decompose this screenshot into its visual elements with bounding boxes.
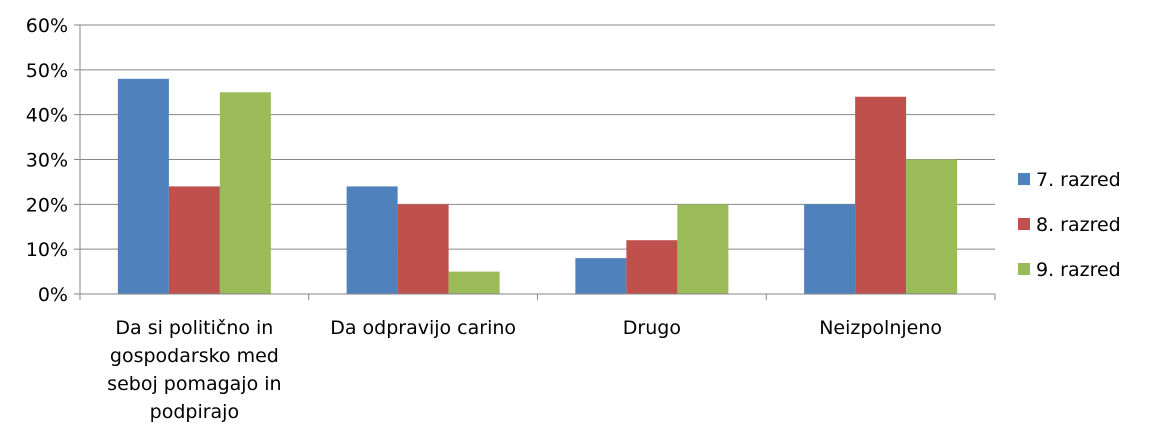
bar bbox=[626, 240, 678, 294]
y-tick-label: 60% bbox=[26, 15, 68, 37]
legend-label: 8. razred bbox=[1036, 214, 1121, 236]
bar bbox=[397, 204, 449, 294]
bar bbox=[906, 159, 958, 294]
category-label: Da si politično in gospodarsko med seboj p… bbox=[107, 317, 281, 423]
y-tick-label: 20% bbox=[26, 194, 68, 216]
bar bbox=[117, 78, 169, 294]
category-label-line: Da odpravijo carino bbox=[330, 317, 516, 339]
category-label-line: seboj pomagajo in bbox=[107, 373, 281, 395]
bar bbox=[346, 186, 398, 294]
legend-swatch bbox=[1018, 218, 1030, 230]
y-tick-label: 40% bbox=[26, 105, 68, 127]
y-tick-label: 0% bbox=[38, 284, 68, 306]
bar bbox=[677, 204, 729, 294]
legend-swatch bbox=[1018, 263, 1030, 275]
y-tick-label: 50% bbox=[26, 60, 68, 82]
legend-label: 7. razred bbox=[1036, 169, 1121, 191]
bar bbox=[575, 258, 627, 294]
bar bbox=[855, 96, 907, 294]
y-tick-label: 30% bbox=[26, 150, 68, 172]
category-label-line: Drugo bbox=[623, 317, 681, 339]
bar bbox=[219, 92, 271, 294]
category-label-line: gospodarsko med bbox=[110, 345, 279, 367]
category-label-line: Da si politično in bbox=[115, 317, 273, 339]
bar bbox=[168, 186, 220, 294]
bar bbox=[804, 204, 856, 294]
category-label-line: podpirajo bbox=[150, 401, 239, 423]
category-label: Neizpolnjeno bbox=[819, 317, 942, 339]
legend-swatch bbox=[1018, 173, 1030, 185]
y-tick-label: 10% bbox=[26, 239, 68, 261]
legend-label: 9. razred bbox=[1036, 259, 1121, 281]
bar bbox=[448, 271, 500, 294]
category-label: Da odpravijo carino bbox=[330, 317, 516, 339]
category-label: Drugo bbox=[623, 317, 681, 339]
category-label-line: Neizpolnjeno bbox=[819, 317, 942, 339]
